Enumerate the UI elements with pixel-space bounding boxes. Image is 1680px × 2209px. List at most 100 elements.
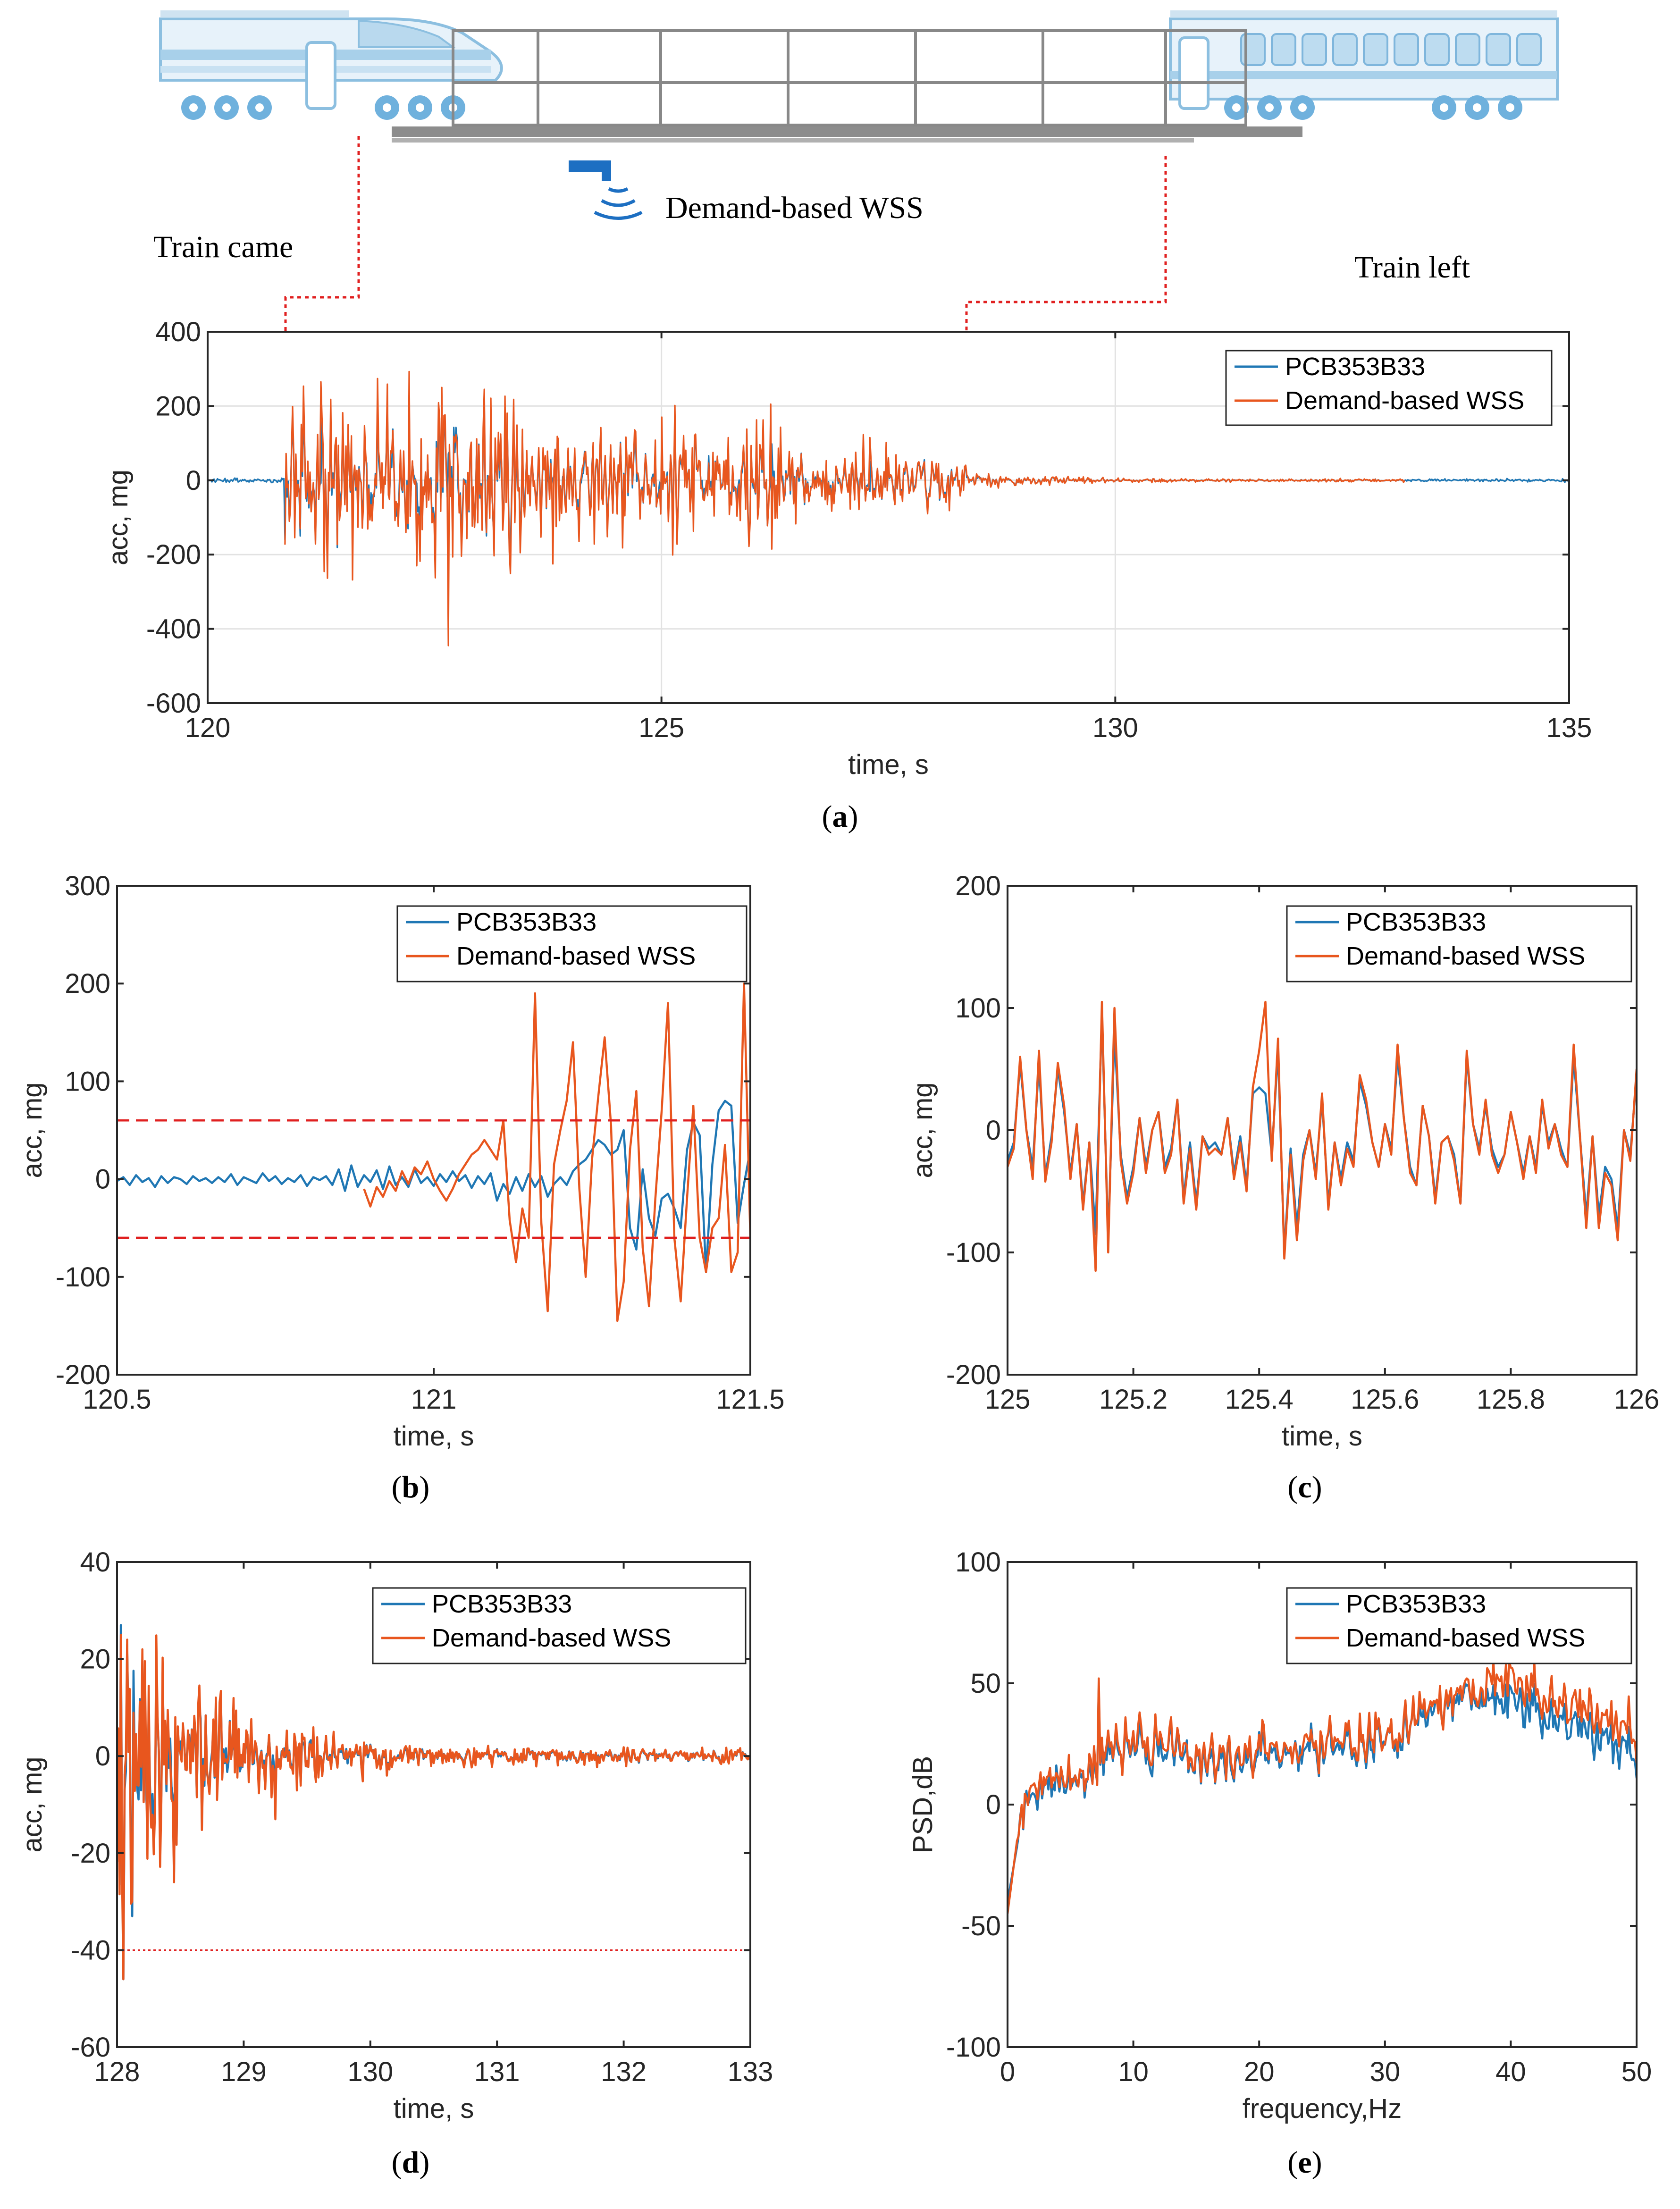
y-tick-label: -20 [71,1838,110,1869]
y-tick-label: 200 [955,871,1001,901]
y-tick-label: 200 [65,968,110,999]
legend-box [1286,1587,1632,1664]
x-axis-label: time, s [1282,1421,1362,1452]
y-tick-label: 0 [95,1164,110,1195]
y-axis-label: acc, mg [103,470,134,565]
panel-caption: (d) [392,2145,430,2180]
chart-d: 128 129 130 131 132 133 -60 -40 -20 0 20 40 time, s a… [17,1547,773,2180]
legend-label: PCB353B33 [1346,1590,1486,1618]
x-axis-label: time, s [848,749,929,780]
x-tick-label: 121 [411,1384,457,1415]
chart-a: 120 125 130 135 -600 -400 -200 0 200 400 time, s ac… [103,317,1592,834]
y-tick-label: -40 [71,1935,110,1965]
y-tick-label: -60 [71,2032,110,2063]
y-tick-label: 0 [186,465,201,496]
legend-label: PCB353B33 [1346,908,1486,936]
legend-label: Demand-based WSS [1346,942,1585,970]
x-tick-label: 10 [1118,2057,1149,2087]
x-tick-label: 0 [1000,2057,1015,2087]
y-tick-label: 40 [80,1547,110,1578]
legend-label: PCB353B33 [1285,353,1425,381]
chart-b: 120.5 121 121.5 -200 -100 0 100 200 300 time, s ac… [17,871,785,1504]
series-line-demand-based-wss [363,982,750,1322]
legend-label: PCB353B33 [456,908,596,936]
legend-label: Demand-based WSS [432,1624,671,1652]
y-tick-label: 100 [955,993,1001,1024]
panel-caption: (c) [1287,1470,1322,1504]
x-axis-label: time, s [394,1421,474,1452]
arrival-marker-line [284,136,360,446]
y-tick-label: 200 [155,391,201,421]
sensor-label: Demand-based WSS [665,191,924,225]
y-tick-label: -600 [146,688,201,719]
y-tick-label: -100 [946,2032,1001,2063]
y-tick-label: 300 [65,871,110,901]
x-tick-label: 121.5 [716,1384,784,1415]
legend: PCB353B33 Demand-based WSS [1225,350,1553,426]
y-tick-label: 400 [155,317,201,347]
x-tick-label: 50 [1621,2057,1652,2087]
chart-c: 125 125.2 125.4 125.6 125.8 126 -200 -100 0 100 20… [907,871,1660,1504]
sensor-icon [569,160,643,220]
legend-box [1286,905,1632,983]
x-tick-label: 130 [347,2057,393,2087]
y-tick-label: -100 [56,1262,110,1293]
train-came-label: Train came [153,230,293,264]
x-tick-label: 125.2 [1099,1384,1168,1415]
legend-box [1225,350,1553,426]
y-tick-label: 100 [65,1066,110,1097]
x-tick-label: 133 [728,2057,773,2087]
y-tick-label: 0 [986,1789,1001,1820]
y-tick-label: 20 [80,1644,110,1675]
series-line-demand-based-wss [1008,1000,1637,1272]
x-tick-label: 120 [185,713,231,743]
x-tick-label: 130 [1092,713,1138,743]
legend: PCB353B33 Demand-based WSS [396,905,748,983]
panel-caption: (a) [822,799,858,834]
series-line-demand-based-wss [117,1633,750,1981]
y-tick-label: 50 [970,1668,1001,1699]
legend: PCB353B33 Demand-based WSS [372,1587,747,1664]
y-axis-label: acc, mg [17,1082,48,1178]
bridge-deck [392,126,1302,137]
y-tick-label: -100 [946,1237,1001,1268]
panel-caption: (b) [392,1470,430,1504]
y-axis-label: acc, mg [907,1082,938,1178]
x-tick-label: 128 [94,2057,140,2087]
legend-label: Demand-based WSS [1285,386,1524,415]
x-tick-label: 20 [1244,2057,1275,2087]
panel-caption: (e) [1287,2145,1322,2180]
y-tick-label: 0 [986,1115,1001,1146]
x-tick-label: 135 [1546,713,1592,743]
y-tick-label: -200 [56,1360,110,1390]
x-tick-label: 30 [1370,2057,1401,2087]
train-bridge-diagram: Demand-based WSS Train came Train left [153,10,1559,457]
y-tick-label: -200 [946,1360,1001,1390]
legend-label: Demand-based WSS [456,942,696,970]
y-axis-label: acc, mg [17,1756,48,1852]
x-tick-label: 125.4 [1225,1384,1294,1415]
legend: PCB353B33 Demand-based WSS [1286,1587,1632,1664]
x-axis-label: time, s [394,2093,474,2124]
x-tick-label: 132 [601,2057,647,2087]
legend-label: Demand-based WSS [1346,1624,1585,1652]
y-tick-label: -400 [146,614,201,645]
chart-e: 0 10 20 30 40 50 -100 -50 0 50 100 frequency,Hz PSD,… [907,1547,1652,2180]
x-tick-label: 131 [474,2057,520,2087]
y-tick-label: -50 [961,1911,1001,1941]
x-tick-label: 125 [638,713,684,743]
right-train-icon [1169,10,1559,120]
bridge-truss [452,29,1247,126]
x-tick-label: 125 [985,1384,1031,1415]
x-tick-label: 120.5 [83,1384,151,1415]
legend-box [396,905,748,983]
x-tick-label: 126 [1614,1384,1660,1415]
y-tick-label: -200 [146,539,201,570]
series-line-pcb353b33 [117,1100,750,1273]
train-left-label: Train left [1354,250,1470,285]
series-line-demand-based-wss [284,370,1405,647]
y-tick-label: 0 [95,1741,110,1772]
legend: PCB353B33 Demand-based WSS [1286,905,1632,983]
x-tick-label: 125.8 [1477,1384,1545,1415]
